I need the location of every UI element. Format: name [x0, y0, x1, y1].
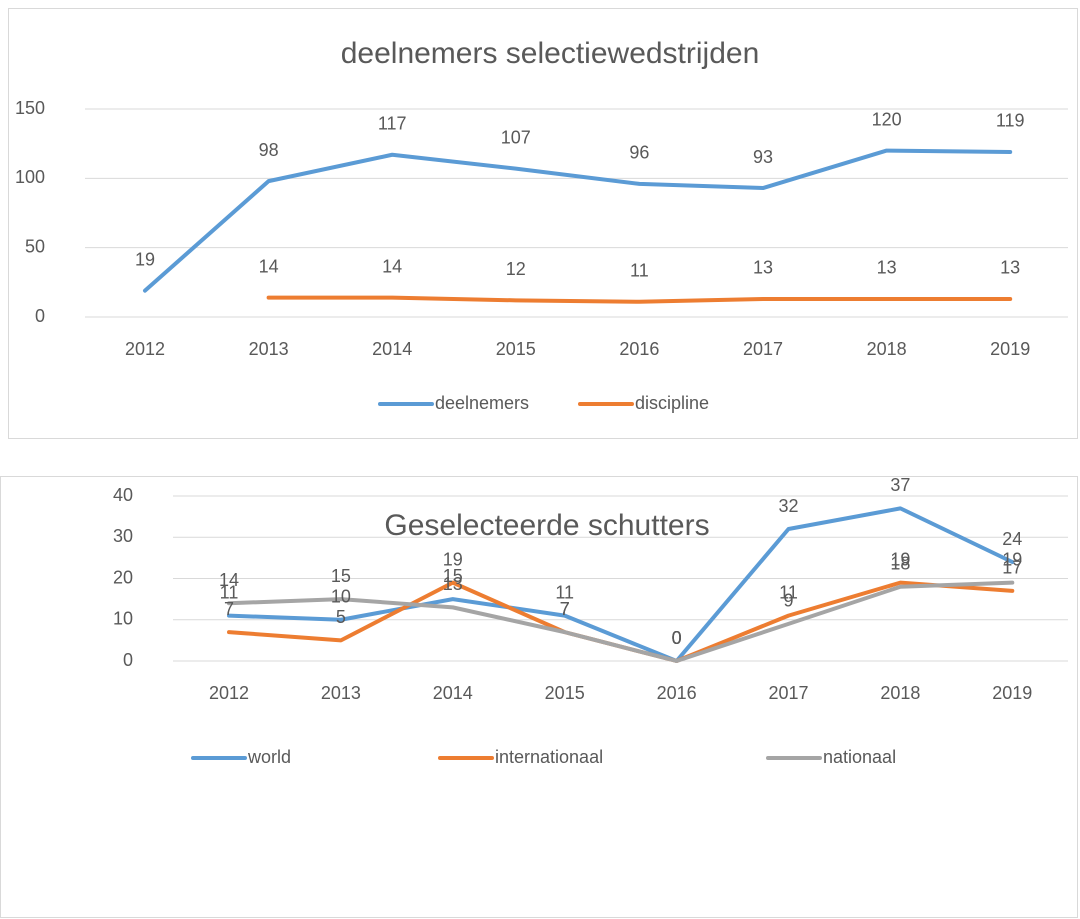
data-label: 17	[1002, 558, 1022, 578]
data-label: 107	[501, 127, 531, 147]
data-label: 0	[672, 628, 682, 648]
x-tick-label: 2014	[433, 683, 473, 703]
series-line	[227, 506, 1015, 663]
series-line	[227, 580, 1015, 663]
chart-frame	[0, 476, 1078, 918]
x-tick-label: 2014	[372, 339, 412, 359]
data-label: 18	[890, 554, 910, 574]
y-tick-label: 150	[15, 98, 45, 118]
data-label: 11	[779, 582, 798, 602]
legend-label: deelnemers	[435, 393, 529, 413]
data-label: 11	[555, 582, 574, 602]
data-label: 13	[443, 574, 463, 594]
data-label: 32	[778, 496, 798, 516]
data-label: 19	[1002, 549, 1022, 569]
legend-label: world	[247, 747, 291, 767]
legend-label: nationaal	[823, 747, 896, 767]
data-label: 15	[443, 566, 463, 586]
y-tick-label: 0	[35, 306, 45, 326]
x-tick-label: 2013	[249, 339, 289, 359]
y-tick-label: 20	[113, 567, 133, 587]
data-label: 117	[378, 114, 407, 134]
y-tick-label: 30	[113, 526, 133, 546]
x-tick-label: 2016	[619, 339, 659, 359]
x-tick-label: 2016	[657, 683, 697, 703]
data-label: 7	[560, 599, 570, 619]
y-tick-label: 50	[25, 236, 45, 256]
data-label: 14	[219, 570, 239, 590]
data-label: 11	[220, 582, 239, 602]
x-tick-label: 2013	[321, 683, 361, 703]
chart-title: Geselecteerde schutters	[384, 509, 709, 542]
data-label: 13	[1000, 258, 1020, 278]
data-label: 12	[506, 259, 526, 279]
chart-frame	[8, 8, 1078, 439]
data-label: 13	[753, 258, 773, 278]
y-tick-label: 40	[113, 485, 133, 505]
data-label: 15	[331, 566, 351, 586]
data-label: 93	[753, 147, 773, 167]
x-tick-label: 2018	[880, 683, 920, 703]
x-tick-label: 2017	[768, 683, 808, 703]
data-label: 13	[877, 258, 897, 278]
data-label: 120	[872, 109, 902, 129]
data-label: 19	[890, 549, 910, 569]
data-label: 24	[1002, 529, 1022, 549]
data-label: 5	[336, 607, 346, 627]
y-tick-label: 10	[113, 609, 133, 629]
x-tick-label: 2012	[125, 339, 165, 359]
data-label: 96	[629, 143, 649, 163]
x-tick-label: 2019	[990, 339, 1030, 359]
data-label: 14	[382, 256, 402, 276]
data-label: 98	[259, 140, 279, 160]
data-label: 0	[672, 628, 682, 648]
data-label: 7	[560, 599, 570, 619]
data-label: 11	[630, 260, 649, 280]
data-label: 37	[890, 475, 910, 495]
series-line	[143, 148, 1013, 293]
y-tick-label: 100	[15, 167, 45, 187]
data-label: 7	[224, 599, 234, 619]
data-label: 19	[135, 249, 155, 269]
data-label: 19	[443, 549, 463, 569]
x-tick-label: 2015	[496, 339, 536, 359]
data-label: 0	[672, 628, 682, 648]
x-tick-label: 2019	[992, 683, 1032, 703]
chart-title: deelnemers selectiewedstrijden	[341, 37, 760, 70]
data-label: 10	[331, 587, 351, 607]
data-label: 119	[996, 111, 1025, 131]
data-label: 14	[259, 256, 279, 276]
x-tick-label: 2012	[209, 683, 249, 703]
data-label: 9	[783, 591, 793, 611]
legend-label: internationaal	[495, 747, 603, 767]
legend-label: discipline	[635, 393, 709, 413]
x-tick-label: 2015	[545, 683, 585, 703]
x-tick-label: 2017	[743, 339, 783, 359]
x-tick-label: 2018	[867, 339, 907, 359]
y-tick-label: 0	[123, 650, 133, 670]
series-line	[266, 295, 1013, 304]
